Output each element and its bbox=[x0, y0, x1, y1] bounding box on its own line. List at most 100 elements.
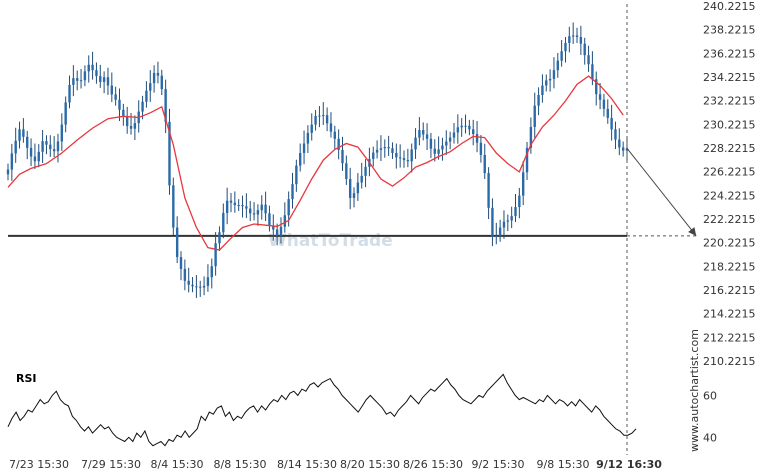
candle-body bbox=[272, 225, 275, 230]
candle-body bbox=[210, 266, 213, 278]
candle-body bbox=[195, 286, 198, 288]
candle-body bbox=[72, 78, 75, 85]
candle-body bbox=[406, 160, 410, 162]
price-tick-label: 240.2215 bbox=[703, 0, 756, 13]
candle-body bbox=[141, 101, 144, 112]
price-tick-label: 224.2215 bbox=[703, 189, 756, 202]
candle-body bbox=[256, 210, 260, 215]
price-tick-label: 210.2215 bbox=[703, 355, 756, 368]
candle-body bbox=[222, 212, 225, 233]
candle-body bbox=[414, 137, 417, 150]
candle-body bbox=[318, 115, 321, 117]
candle-body bbox=[114, 94, 117, 100]
candle-body bbox=[129, 126, 133, 129]
candle-body bbox=[602, 99, 606, 109]
candle-body bbox=[425, 134, 429, 139]
candle-body bbox=[472, 129, 475, 135]
price-tick-label: 212.2215 bbox=[703, 331, 756, 344]
candle-body bbox=[87, 64, 90, 72]
candle-body bbox=[175, 227, 179, 258]
candle-body bbox=[514, 207, 517, 217]
candle-body bbox=[214, 243, 217, 267]
time-tick-label: 9/2 15:30 bbox=[472, 458, 525, 471]
watermark: WhatToTrade bbox=[268, 231, 393, 251]
candle-body bbox=[595, 79, 598, 95]
candle-body bbox=[206, 277, 210, 286]
candle-body bbox=[29, 147, 33, 157]
candle-body bbox=[233, 202, 237, 206]
candle-body bbox=[541, 85, 544, 96]
candle-body bbox=[275, 229, 279, 236]
candle-body bbox=[579, 37, 583, 44]
time-tick-label: 8/8 15:30 bbox=[214, 458, 267, 471]
candle-body bbox=[237, 205, 240, 207]
candle-body bbox=[372, 152, 375, 159]
candle-body bbox=[52, 149, 56, 152]
moving-average-line bbox=[7, 75, 624, 251]
rsi-tick-label: 60 bbox=[703, 389, 717, 402]
candle-body bbox=[133, 123, 137, 129]
candle-body bbox=[521, 172, 525, 196]
candle-body bbox=[18, 129, 21, 141]
candle-body bbox=[352, 193, 356, 198]
candle-body bbox=[37, 151, 40, 162]
candle-body bbox=[587, 55, 590, 65]
rsi-axis: 60 40 bbox=[703, 389, 717, 444]
candle-body bbox=[568, 36, 571, 43]
candle-body bbox=[33, 156, 37, 162]
candle-body bbox=[291, 184, 294, 200]
candle-body bbox=[164, 89, 167, 122]
projection-arrow-head bbox=[688, 227, 697, 236]
candle-body bbox=[99, 76, 102, 82]
candle-body bbox=[464, 125, 467, 127]
candle-body bbox=[6, 169, 10, 175]
candle-body bbox=[22, 129, 25, 137]
candle-body bbox=[437, 149, 440, 154]
candle-body bbox=[491, 207, 494, 237]
rsi-title: RSI bbox=[16, 372, 37, 385]
time-tick-label: 8/4 15:30 bbox=[151, 458, 204, 471]
candle-body bbox=[249, 208, 252, 214]
candle-body bbox=[191, 284, 194, 287]
candle-body bbox=[79, 80, 83, 82]
candle-body bbox=[329, 123, 333, 132]
candle-body bbox=[152, 72, 156, 84]
candle-body bbox=[295, 165, 298, 185]
candle-body bbox=[149, 83, 152, 91]
candle-body bbox=[483, 154, 486, 174]
price-tick-label: 216.2215 bbox=[703, 284, 756, 297]
candle-body bbox=[591, 64, 594, 80]
candle-body bbox=[487, 173, 490, 208]
candle-body bbox=[110, 85, 114, 95]
candle-body bbox=[395, 152, 398, 158]
candle-body bbox=[375, 149, 379, 153]
candle-body bbox=[364, 166, 367, 176]
candle-body bbox=[529, 126, 533, 148]
candle-body bbox=[118, 99, 121, 110]
candle-body bbox=[56, 141, 60, 152]
candle-body bbox=[610, 117, 613, 130]
candle-body bbox=[91, 64, 94, 71]
candle-body bbox=[475, 134, 479, 143]
candle-body bbox=[410, 149, 413, 162]
price-tick-label: 222.2215 bbox=[703, 213, 756, 226]
candle-body bbox=[306, 132, 310, 144]
candle-body bbox=[575, 35, 579, 38]
candle-body bbox=[333, 131, 337, 139]
candle-body bbox=[279, 226, 283, 236]
candle-body bbox=[76, 78, 79, 81]
candle-body bbox=[179, 257, 183, 269]
candle-body bbox=[95, 70, 98, 77]
candle-body bbox=[502, 221, 506, 228]
candle-body bbox=[556, 60, 559, 71]
candle-body bbox=[322, 115, 325, 117]
price-tick-label: 220.2215 bbox=[703, 237, 756, 250]
candle-body bbox=[518, 195, 521, 208]
candle-body bbox=[245, 206, 248, 209]
candle-body bbox=[252, 213, 256, 215]
candle-body bbox=[356, 182, 360, 194]
candle-body bbox=[448, 137, 452, 142]
candle-body bbox=[418, 130, 421, 138]
candle-body bbox=[199, 286, 202, 288]
price-tick-label: 226.2215 bbox=[703, 166, 756, 179]
